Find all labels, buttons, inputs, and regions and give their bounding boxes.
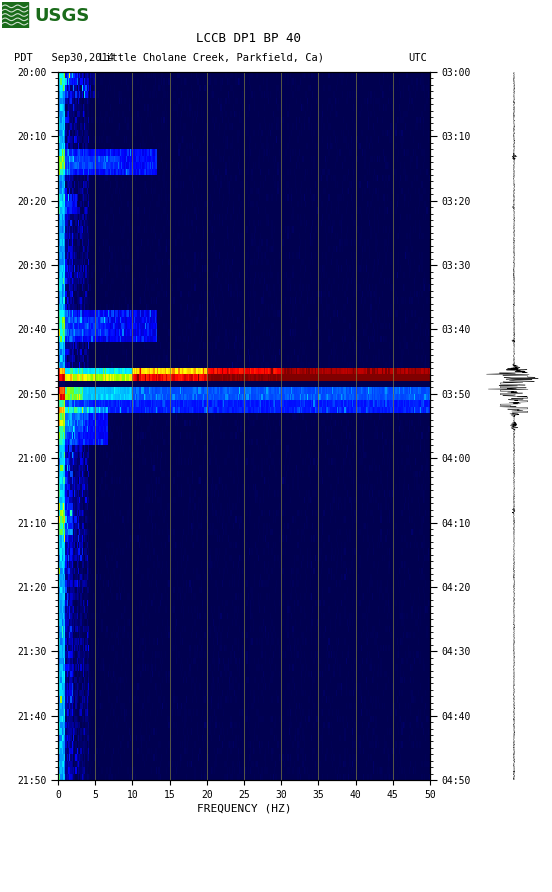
Text: Little Cholane Creek, Parkfield, Ca): Little Cholane Creek, Parkfield, Ca) [99,53,323,63]
X-axis label: FREQUENCY (HZ): FREQUENCY (HZ) [197,804,291,814]
Bar [2,2,28,28]
Text: USGS: USGS [34,7,89,25]
Text: PDT   Sep30,2014: PDT Sep30,2014 [14,53,114,63]
Text: LCCB DP1 BP 40: LCCB DP1 BP 40 [196,32,301,45]
Text: UTC: UTC [408,53,427,63]
